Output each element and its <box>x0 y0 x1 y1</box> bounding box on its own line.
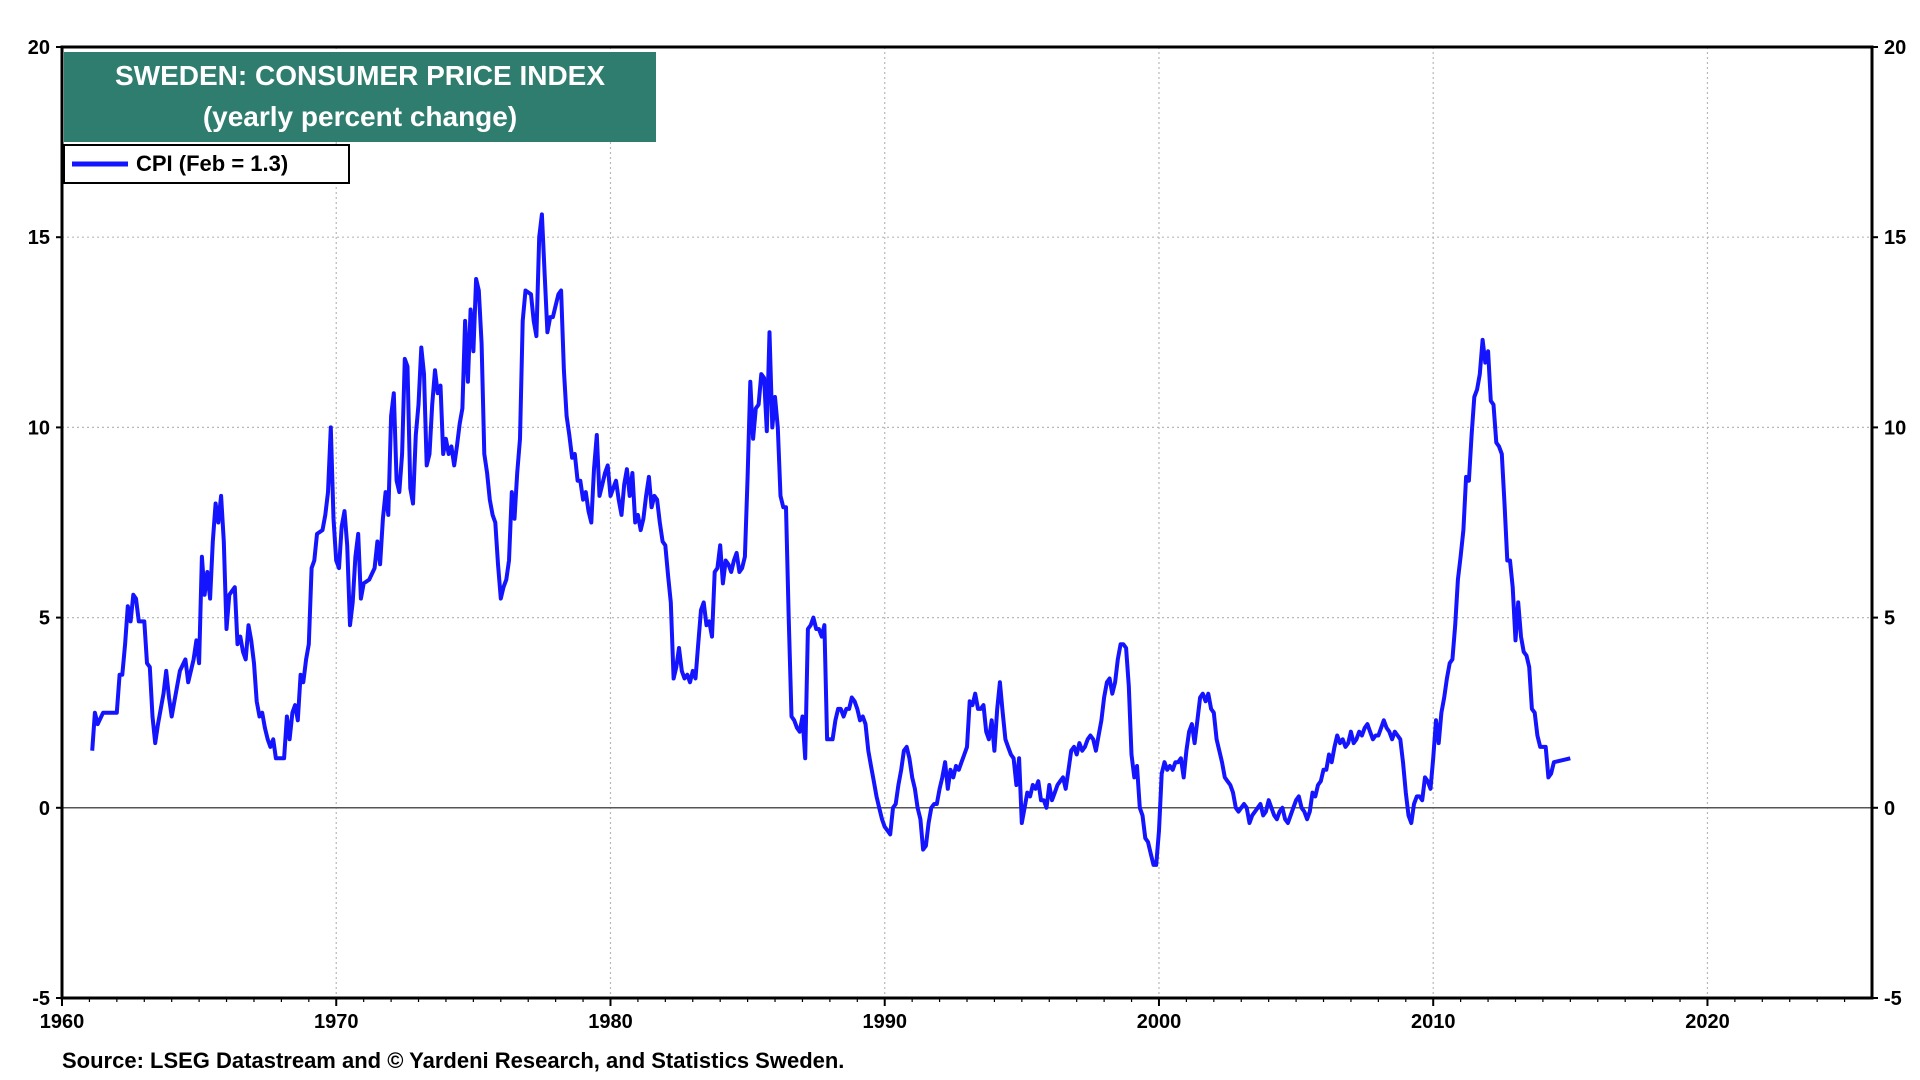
y-tick-label-left: 20 <box>28 37 50 59</box>
y-tick-label-left: 0 <box>39 798 50 820</box>
chart-subtitle: (yearly percent change) <box>203 101 517 132</box>
series-layer <box>90 212 1571 867</box>
y-tick-label-right: 5 <box>1884 608 1895 630</box>
chart-title: SWEDEN: CONSUMER PRICE INDEX <box>115 60 605 91</box>
y-tick-label-left: 10 <box>28 417 50 439</box>
x-tick-label: 2020 <box>1685 1011 1730 1033</box>
y-tick-label-right: 0 <box>1884 798 1895 820</box>
legend: CPI (Feb = 1.3) <box>63 144 350 184</box>
x-tick-label: 2010 <box>1411 1011 1456 1033</box>
source-note: Source: LSEG Datastream and © Yardeni Re… <box>62 1048 845 1073</box>
title-box: SWEDEN: CONSUMER PRICE INDEX (yearly per… <box>64 52 656 142</box>
y-tick-label-right: 10 <box>1884 417 1906 439</box>
y-tick-label-right: 20 <box>1884 37 1906 59</box>
x-tick-label: 1980 <box>588 1011 633 1033</box>
legend-label: CPI (Feb = 1.3) <box>136 151 288 176</box>
x-tick-label: 1990 <box>862 1011 907 1033</box>
y-tick-label-left: -5 <box>32 988 50 1010</box>
x-tick-label: 1960 <box>40 1011 85 1033</box>
y-tick-label-left: 15 <box>28 227 50 249</box>
y-tick-label-left: 5 <box>39 608 50 630</box>
y-tick-label-right: 15 <box>1884 227 1906 249</box>
series-line-cpi <box>90 212 1571 867</box>
x-tick-label: 2000 <box>1137 1011 1182 1033</box>
x-tick-label: 1970 <box>314 1011 359 1033</box>
grid-lines <box>62 47 1872 998</box>
y-tick-label-right: -5 <box>1884 988 1902 1010</box>
title-box-background <box>64 52 656 142</box>
